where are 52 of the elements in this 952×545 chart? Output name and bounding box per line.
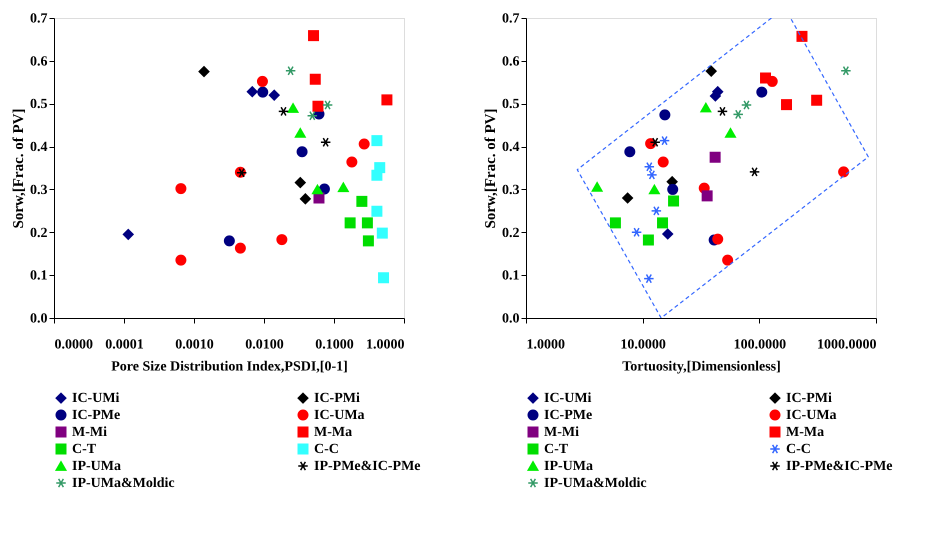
legend-label: M-Mi (544, 425, 580, 440)
legend-label: IP-PMe&IC-PMe (314, 459, 421, 474)
legend-label: C-C (786, 442, 811, 457)
y-tick-label: 0.3 (502, 182, 520, 198)
x-tick-label: 0.1000 (315, 338, 354, 352)
y-tick-label: 0.6 (30, 54, 48, 70)
y-tick-label: 0.3 (30, 182, 48, 198)
y-tick-label: 0.7 (502, 12, 520, 26)
y-axis-title: Sorw,[Frac. of PV] (483, 108, 499, 228)
y-tick-label: 0.7 (30, 12, 48, 26)
legend-label: IC-UMi (72, 391, 120, 406)
legend-label: M-Mi (72, 425, 108, 440)
y-tick-label: 0.6 (502, 54, 520, 70)
x-tick-label: 0.0000 (54, 338, 93, 352)
legend-label: IC-PMe (72, 408, 120, 423)
y-tick-label: 0.2 (30, 226, 48, 241)
x-tick-label: 0.0100 (245, 338, 284, 352)
legend-label: M-Ma (314, 425, 352, 440)
legend-label: IC-UMa (314, 408, 365, 423)
y-tick-label: 0.0 (502, 312, 520, 326)
y-tick-label: 0.4 (502, 140, 520, 156)
legend-label: IC-UMa (786, 408, 837, 423)
legend-label: M-Ma (786, 425, 824, 440)
y-tick-label: 0.4 (30, 140, 48, 156)
legend-label: IP-UMa (544, 459, 593, 474)
y-tick-label: 0.5 (30, 97, 48, 112)
legend-label: IC-PMi (314, 391, 360, 406)
legend-label: C-T (72, 442, 97, 457)
y-tick-label: 0.2 (502, 226, 520, 241)
y-tick-label: 0.0 (30, 312, 48, 326)
legend-label: C-C (314, 442, 339, 457)
x-tick-label: 0.0001 (105, 338, 144, 352)
x-tick-label: 1.0000 (526, 338, 565, 352)
y-tick-label: 0.1 (30, 268, 48, 284)
legend-label: C-T (544, 442, 569, 457)
legend-label: IP-UMa&Moldic (72, 476, 175, 491)
legend-label: IC-PMi (786, 391, 832, 406)
x-tick-label: 10.0000 (620, 338, 666, 352)
x-tick-label: 1000.0000 (817, 338, 876, 352)
legend-label: IP-UMa&Moldic (544, 476, 647, 491)
legend-label: IP-PMe&IC-PMe (786, 459, 893, 474)
x-axis-title: Tortuosity,[Dimensionless] (622, 360, 781, 374)
x-tick-label: 0.0010 (175, 338, 214, 352)
legend-label: IC-PMe (544, 408, 592, 423)
y-tick-label: 0.1 (502, 268, 520, 284)
x-tick-label: 100.0000 (734, 338, 786, 352)
y-axis-title: Sorw,[Frac. of PV] (11, 108, 27, 228)
x-tick-label: 1.0000 (366, 338, 404, 352)
legend-label: IP-UMa (72, 459, 121, 474)
y-tick-label: 0.5 (502, 97, 520, 112)
x-axis-title: Pore Size Distribution Index,PSDI,[0-1] (111, 360, 348, 374)
legend-label: IC-UMi (544, 391, 592, 406)
